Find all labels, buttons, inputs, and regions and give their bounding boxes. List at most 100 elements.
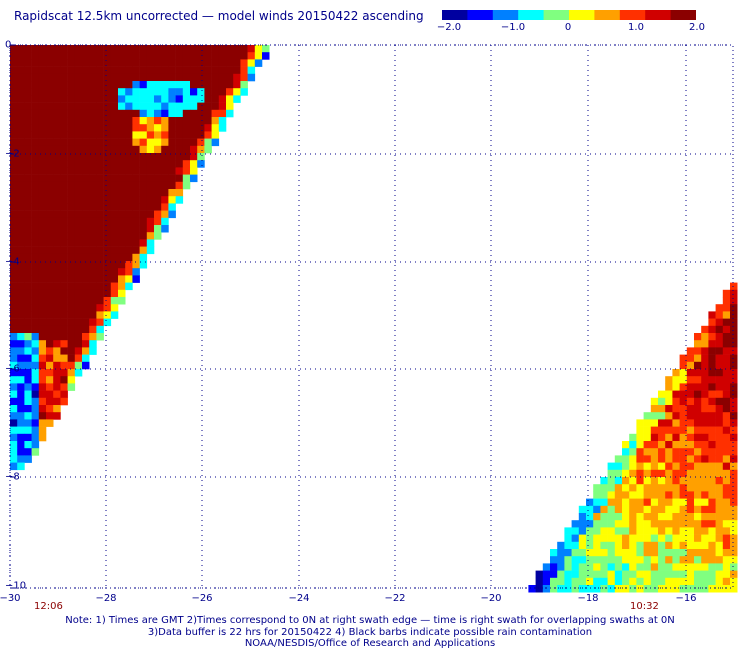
wind-cell [53,268,61,276]
wind-cell [254,59,263,67]
wind-cell [132,181,140,190]
wind-cell [60,318,68,327]
wind-cell [146,217,155,226]
wind-cell [139,174,148,183]
wind-cell [730,448,738,456]
wind-cell [132,95,140,103]
wind-cell [679,469,688,478]
wind-cell [607,549,616,557]
wind-cell [679,448,688,456]
wind-cell [17,325,25,334]
wind-cell [175,59,184,67]
wind-cell [89,95,97,103]
wind-cell [31,304,40,312]
wind-cell [629,527,637,535]
wind-cell [730,455,738,463]
wind-cell [74,239,83,247]
wind-cell [629,534,637,543]
wind-cell [10,153,18,161]
wind-cell [96,304,104,312]
wind-cell [60,189,68,197]
wind-cell [175,181,184,190]
wind-cell [46,225,54,233]
wind-cell [24,66,32,75]
wind-cell [665,585,673,593]
wind-cell [658,448,666,456]
wind-cell [161,167,169,175]
wind-cell [60,297,68,305]
wind-cell [96,174,104,183]
wind-cell [722,513,731,521]
wind-cell [82,81,90,89]
wind-cell [607,534,616,543]
wind-cell [542,585,551,593]
wind-cell [53,81,61,89]
wind-cell [60,117,68,125]
wind-cell [730,469,738,478]
wind-cell [622,549,630,557]
wind-cell [17,268,25,276]
wind-cell [686,369,695,377]
wind-cell [132,160,140,168]
wind-cell [96,145,104,154]
wind-cell [679,354,688,363]
wind-cell [182,174,191,183]
wind-cell [154,45,162,53]
wind-cell [38,167,47,175]
y-axis-tick-label: −8 [5,471,20,483]
wind-cell [665,484,673,492]
wind-cell [17,160,25,168]
wind-cell [24,405,32,413]
wind-cell [125,73,133,82]
wind-cell [82,361,90,370]
wind-cell [125,253,133,262]
wind-cell [146,189,155,197]
wind-cell [31,261,40,269]
wind-cell [643,491,652,499]
wind-cell [53,297,61,305]
wind-cell [125,232,133,240]
wind-cell [730,477,738,485]
wind-cell [89,246,97,255]
wind-cell [89,304,97,312]
wind-cell [118,52,126,60]
wind-cell [60,88,68,96]
wind-cell [629,462,637,471]
wind-cell [607,462,616,471]
wind-cell [694,585,702,593]
wind-cell [542,563,551,571]
wind-cell [211,73,220,82]
wind-cell [24,369,32,377]
wind-cell [636,563,644,571]
wind-cell [715,361,724,370]
wind-cell [636,577,644,586]
wind-cell [658,484,666,492]
wind-cell [60,268,68,276]
wind-cell [10,145,18,154]
wind-cell [103,145,112,154]
wind-cell [24,311,32,319]
wind-cell [686,541,695,550]
wind-cell [125,59,133,67]
wind-cell [89,73,97,82]
wind-cell [139,145,148,154]
wind-cell [10,109,18,118]
wind-cell [118,189,126,197]
wind-cell [110,95,119,103]
wind-cell [60,282,68,291]
wind-cell [139,59,148,67]
wind-cell [74,318,83,327]
wind-cell [665,419,673,427]
wind-cell [168,109,176,118]
wind-cell [571,541,580,550]
wind-cell [82,311,90,319]
wind-cell [110,167,119,175]
wind-cell [60,66,68,75]
wind-cell [89,174,97,183]
wind-cell [694,333,702,341]
wind-cell [82,225,90,233]
wind-cell [89,102,97,111]
wind-cell [96,325,104,334]
wind-cell [103,275,112,283]
wind-cell [46,66,54,75]
